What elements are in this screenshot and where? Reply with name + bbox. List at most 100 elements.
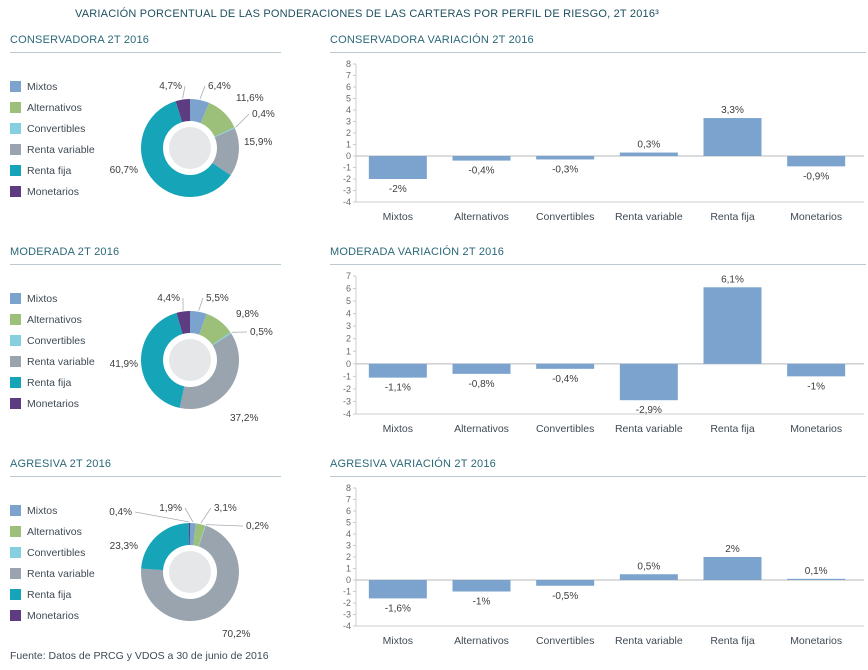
legend-label: Renta variable (27, 143, 95, 156)
legend-item-mixtos: Mixtos (10, 500, 110, 521)
bar-convertibles (536, 363, 595, 369)
donut-slice-convertibles (212, 332, 232, 346)
legend-swatch-mixtos (10, 81, 21, 92)
legend-swatch-mixtos (10, 505, 21, 516)
legend-item-mixtos: Mixtos (10, 76, 110, 97)
bar-value-label-monetarios: -1% (807, 381, 825, 392)
legend-swatch-renta-variable (10, 144, 21, 155)
donut-value-label-renta-fija: 23,3% (110, 541, 138, 552)
legend-swatch-alternativos (10, 314, 21, 325)
bar-value-label-alternativos: -1% (473, 597, 491, 608)
header-conservadora-variacion: CONSERVADORA VARIACIÓN 2T 2016 (330, 34, 866, 53)
legend-swatch-alternativos (10, 526, 21, 537)
donut-label-leader (199, 85, 206, 100)
bar-renta-variable (619, 363, 678, 401)
legend-label: Monetarios (27, 185, 79, 198)
y-tick-label: 7 (346, 71, 351, 81)
legend-label: Alternativos (27, 313, 82, 326)
donut-slice-alternativos (200, 102, 235, 137)
legend-label: Mixtos (27, 80, 58, 93)
donut-value-label-renta-variable: 70,2% (222, 629, 250, 640)
y-tick-label: -4 (343, 409, 351, 419)
x-category-label-convertibles: Convertibles (536, 423, 594, 435)
x-category-label-mixtos: Mixtos (383, 211, 413, 223)
legend-label: Convertibles (27, 122, 86, 135)
x-category-label-renta-variable: Renta variable (615, 635, 683, 647)
donut-value-label-mixtos: 1,9% (159, 503, 182, 514)
donut-slice-renta-variable (141, 525, 239, 621)
donut-label-leader (200, 507, 212, 524)
x-category-label-convertibles: Convertibles (536, 635, 594, 647)
x-category-label-monetarios: Monetarios (790, 211, 842, 223)
donut-slice-monetarios (175, 99, 190, 123)
x-category-label-mixtos: Mixtos (383, 635, 413, 647)
y-tick-label: 3 (346, 541, 351, 551)
legend-item-renta-variable: Renta variable (10, 139, 110, 160)
donut-label-leader (198, 297, 204, 311)
y-tick-label: -1 (343, 163, 351, 173)
donut-label-leader (184, 507, 194, 523)
y-tick-label: 1 (346, 346, 351, 356)
x-category-label-renta-variable: Renta variable (615, 211, 683, 223)
legend-label: Renta fija (27, 164, 72, 177)
y-tick-label: 6 (346, 82, 351, 92)
bar-convertibles (536, 580, 595, 586)
bar-value-label-monetarios: -0,9% (803, 171, 829, 182)
bar-value-label-monetarios: 0,1% (805, 566, 828, 577)
legend-swatch-monetarios (10, 398, 21, 409)
y-tick-label: -1 (343, 371, 351, 381)
legend-swatch-monetarios (10, 610, 21, 621)
donut-slice-mixtos (190, 523, 196, 546)
y-tick-label: 3 (346, 117, 351, 127)
bar-mixtos (368, 363, 427, 378)
x-category-label-monetarios: Monetarios (790, 423, 842, 435)
donut-value-label-convertibles: 0,5% (250, 327, 273, 338)
y-tick-label: 0 (346, 575, 351, 585)
y-tick-label: 4 (346, 529, 351, 539)
y-tick-label: 7 (346, 271, 351, 281)
donut-slice-renta-fija (141, 523, 190, 571)
bar-monetarios (787, 578, 846, 580)
donut-center (169, 127, 211, 169)
donut-slice-convertibles (198, 525, 206, 547)
y-tick-label: 0 (346, 151, 351, 161)
legend-item-monetarios: Monetarios (10, 393, 110, 414)
y-tick-label: 1 (346, 564, 351, 574)
donut-slice-monetarios (188, 523, 190, 546)
bar-value-label-alternativos: -0,4% (468, 166, 494, 177)
legend-label: Renta fija (27, 588, 72, 601)
legend-swatch-mixtos (10, 293, 21, 304)
bar-chart-moderada: 7 6 5 4 3 2 1 0 -1 -2 -3 -4 -1,1% Mixtos -0,8% Alternat… (330, 268, 866, 440)
legend-item-monetarios: Monetarios (10, 181, 110, 202)
bar-value-label-renta-variable: -2,9% (636, 405, 662, 416)
legend-label: Alternativos (27, 525, 82, 538)
legend-item-alternativos: Alternativos (10, 309, 110, 330)
legend-item-renta-variable: Renta variable (10, 563, 110, 584)
legend-swatch-convertibles (10, 547, 21, 558)
legend-item-convertibles: Convertibles (10, 330, 110, 351)
legend-swatch-alternativos (10, 102, 21, 113)
y-tick-label: -2 (343, 384, 351, 394)
legend-label: Renta variable (27, 355, 95, 368)
y-tick-label: 5 (346, 296, 351, 306)
y-tick-label: 2 (346, 552, 351, 562)
legend-item-convertibles: Convertibles (10, 542, 110, 563)
legend-item-renta-fija: Renta fija (10, 584, 110, 605)
bar-mixtos (368, 156, 427, 179)
bar-chart-agresiva: 8 7 6 5 4 3 2 1 0 -1 -2 -3 -4 -1,6% Mixtos -1% Alternati… (330, 480, 866, 652)
legend-item-alternativos: Alternativos (10, 521, 110, 542)
bar-alternativos (452, 363, 511, 374)
y-tick-label: 2 (346, 334, 351, 344)
bar-monetarios (787, 156, 846, 167)
y-tick-label: 5 (346, 518, 351, 528)
bar-alternativos (452, 580, 511, 592)
bar-renta-fija (703, 118, 762, 156)
legend-agresiva: Mixtos Alternativos Convertibles Renta vari… (10, 500, 110, 626)
y-tick-label: 6 (346, 284, 351, 294)
bar-value-label-renta-variable: 0,5% (637, 561, 660, 572)
legend-item-convertibles: Convertibles (10, 118, 110, 139)
x-category-label-convertibles: Convertibles (536, 211, 594, 223)
bar-value-label-renta-fija: 2% (725, 544, 740, 555)
donut-value-label-alternativos: 9,8% (236, 309, 259, 320)
legend-swatch-renta-variable (10, 568, 21, 579)
